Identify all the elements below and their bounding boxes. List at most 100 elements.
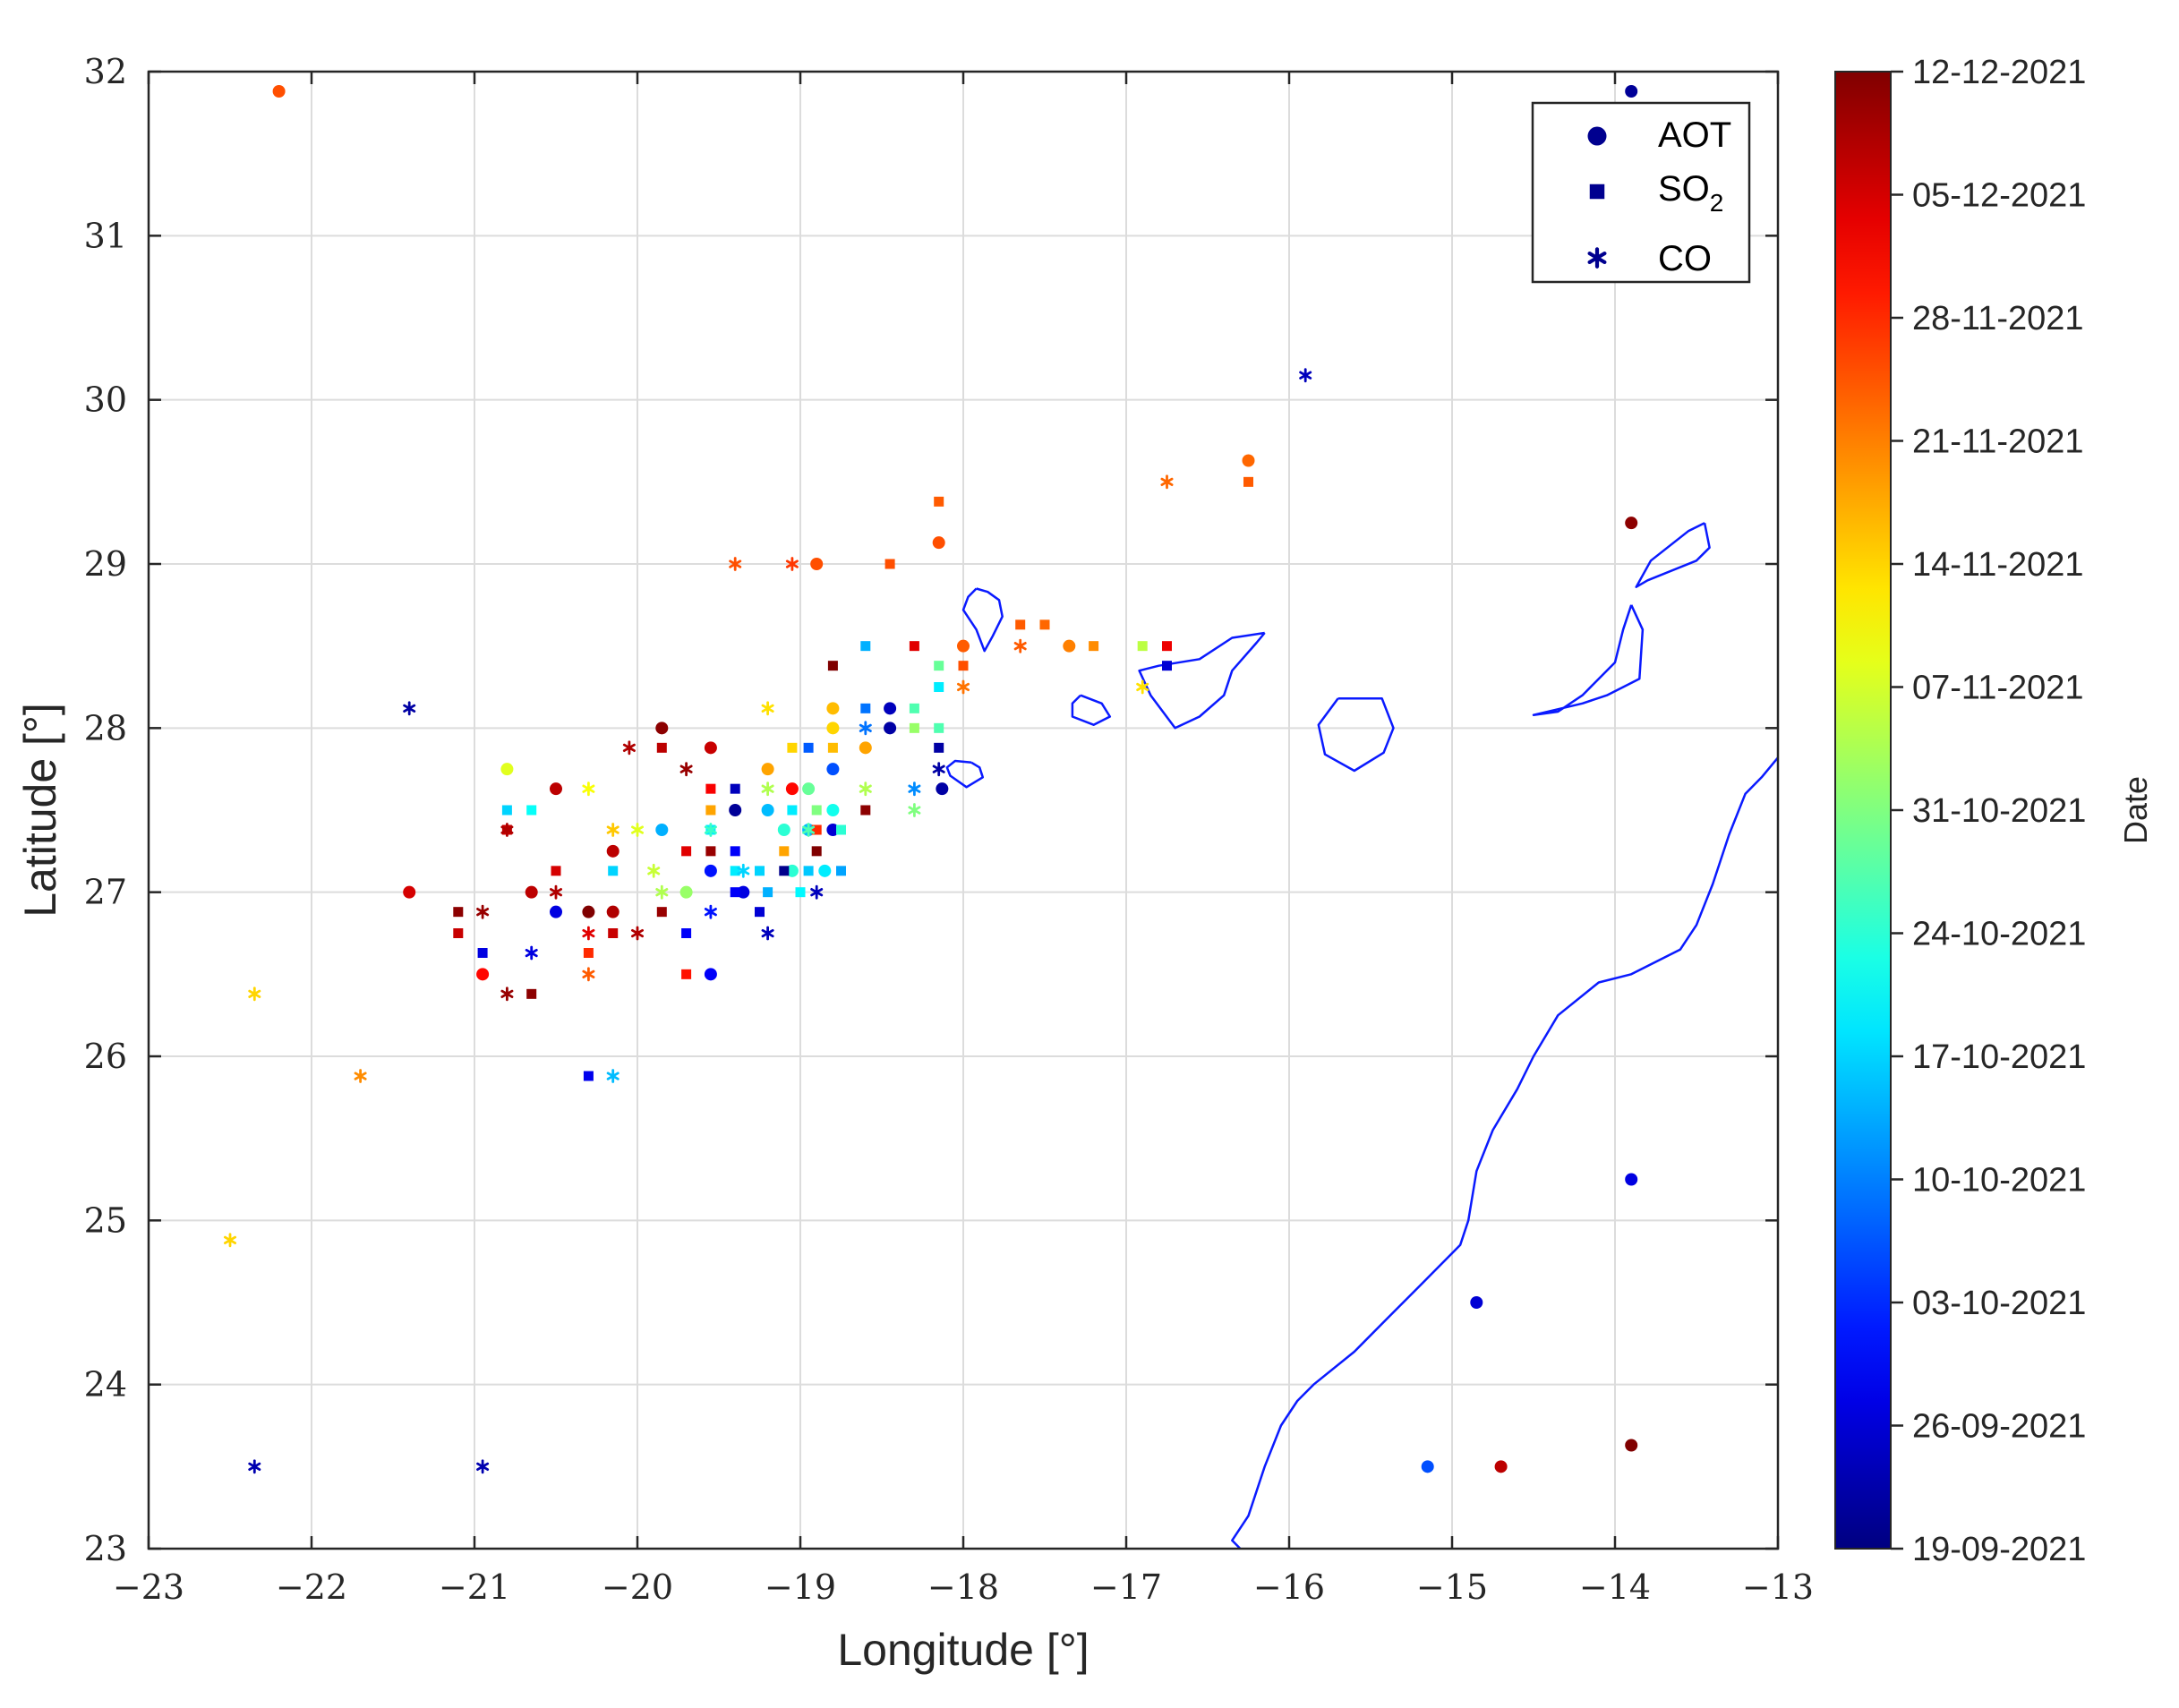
data-point-star (1136, 679, 1149, 695)
data-point-star (582, 926, 595, 941)
data-point-square (1137, 641, 1148, 652)
data-point-square (1015, 619, 1026, 630)
x-tick-label: −17 (1090, 1567, 1162, 1607)
data-point-circle (550, 782, 562, 796)
data-point-square (934, 682, 944, 692)
y-tick-label: 24 (84, 1365, 127, 1405)
data-point-circle (1625, 1439, 1638, 1452)
data-point-star (631, 823, 644, 837)
data-point-circle (1625, 517, 1638, 530)
data-point-star (606, 823, 620, 837)
legend: AOT SO2 CO (1531, 101, 1751, 284)
data-point-circle (272, 85, 286, 98)
data-point-circle (1470, 1296, 1483, 1309)
data-point-star (550, 884, 562, 900)
colorbar-tick-label: 19-09-2021 (1912, 1531, 2086, 1568)
data-point-square (934, 496, 944, 507)
data-point-circle (550, 905, 562, 918)
y-tick-label: 23 (84, 1529, 127, 1568)
data-point-square (656, 907, 667, 918)
data-point-circle (957, 639, 970, 653)
data-point-square (1162, 661, 1172, 671)
data-point-circle (704, 741, 717, 755)
data-point-circle (761, 804, 774, 816)
data-point-square (730, 846, 740, 857)
coastline-2 (1071, 694, 1112, 726)
data-point-square (836, 866, 846, 876)
data-point-square (934, 661, 944, 671)
data-point-square (526, 988, 537, 999)
colorbar-tick-label: 07-11-2021 (1912, 670, 2084, 707)
data-point-square (1089, 641, 1099, 652)
data-point-circle (525, 885, 538, 899)
x-tick-label: −22 (276, 1567, 347, 1607)
data-point-square (934, 742, 944, 753)
data-point-square (1243, 476, 1253, 487)
data-point-circle (785, 782, 799, 796)
data-point-square (730, 887, 740, 898)
data-point-square (779, 866, 790, 876)
data-point-circle (500, 763, 514, 776)
colorbar-tick-label: 28-11-2021 (1912, 300, 2084, 337)
data-point-square (803, 742, 814, 753)
data-point-star (224, 1233, 236, 1248)
data-point-circle (1063, 639, 1076, 653)
data-point-square (453, 907, 464, 918)
data-point-circle (826, 763, 840, 776)
data-point-square (526, 805, 537, 816)
data-point-circle (802, 782, 816, 796)
colorbar-ticks: 19-09-2021 26-09-2021 03-10-2021 10-10-2021… (1891, 54, 2086, 1568)
data-point-star (647, 863, 661, 878)
x-tick-label: −23 (113, 1567, 184, 1607)
legend-marker-circle (1587, 126, 1607, 146)
data-point-square (763, 887, 773, 898)
data-point-square (795, 887, 806, 898)
data-point-square (803, 866, 814, 876)
x-tick-label: −15 (1416, 1567, 1488, 1607)
data-point-square (811, 805, 822, 816)
x-axis-ticks: −23 −22 −21 −20 −19 −18 −17 −16 −15 −14 −13 (113, 72, 1814, 1607)
legend-label-aot: AOT (1658, 115, 1731, 155)
legend-box (1531, 101, 1751, 284)
data-point-circle (810, 558, 824, 570)
y-tick-label: 31 (84, 216, 127, 255)
data-point-circle (884, 722, 897, 735)
data-point-circle (884, 702, 897, 715)
colorbar: 19-09-2021 26-09-2021 03-10-2021 10-10-2021… (1834, 54, 2154, 1568)
data-point-circle (679, 885, 693, 899)
data-point-square (730, 783, 740, 794)
data-point-circle (818, 864, 832, 877)
colorbar-tick-label: 21-11-2021 (1912, 423, 2084, 461)
legend-markers (1587, 126, 1607, 269)
data-point-circle (655, 722, 669, 735)
data-point-star (679, 762, 693, 777)
legend-label-so2-subscript: 2 (1710, 189, 1724, 217)
data-point-star (476, 1459, 490, 1474)
data-point-star (248, 1459, 261, 1474)
data-point-circle (704, 968, 717, 981)
colorbar-tick-label: 31-10-2021 (1912, 792, 2086, 830)
data-point-square (681, 969, 692, 979)
data-point-square (787, 805, 798, 816)
data-point-star (582, 781, 595, 797)
y-tick-label: 30 (84, 380, 127, 420)
coastline-layer (945, 522, 1779, 1550)
data-point-circle (476, 968, 490, 981)
data-point-square (681, 928, 692, 938)
data-point-star (248, 986, 261, 1002)
legend-marker-star (1587, 247, 1607, 269)
y-tick-label: 27 (84, 873, 127, 912)
colorbar-tick-label: 17-10-2021 (1912, 1038, 2086, 1076)
data-point-square (755, 866, 765, 876)
data-point-star (859, 781, 872, 797)
y-axis-ticks: 23 24 25 26 27 28 29 30 31 32 (84, 52, 1778, 1568)
data-point-circle (777, 824, 790, 836)
data-point-square (811, 846, 822, 857)
x-axis-label: Longitude [°] (837, 1625, 1089, 1675)
data-point-star (403, 701, 416, 716)
data-point-star (810, 884, 824, 900)
data-point-star (932, 762, 945, 777)
data-point-star (957, 679, 970, 695)
data-point-star (631, 926, 644, 941)
